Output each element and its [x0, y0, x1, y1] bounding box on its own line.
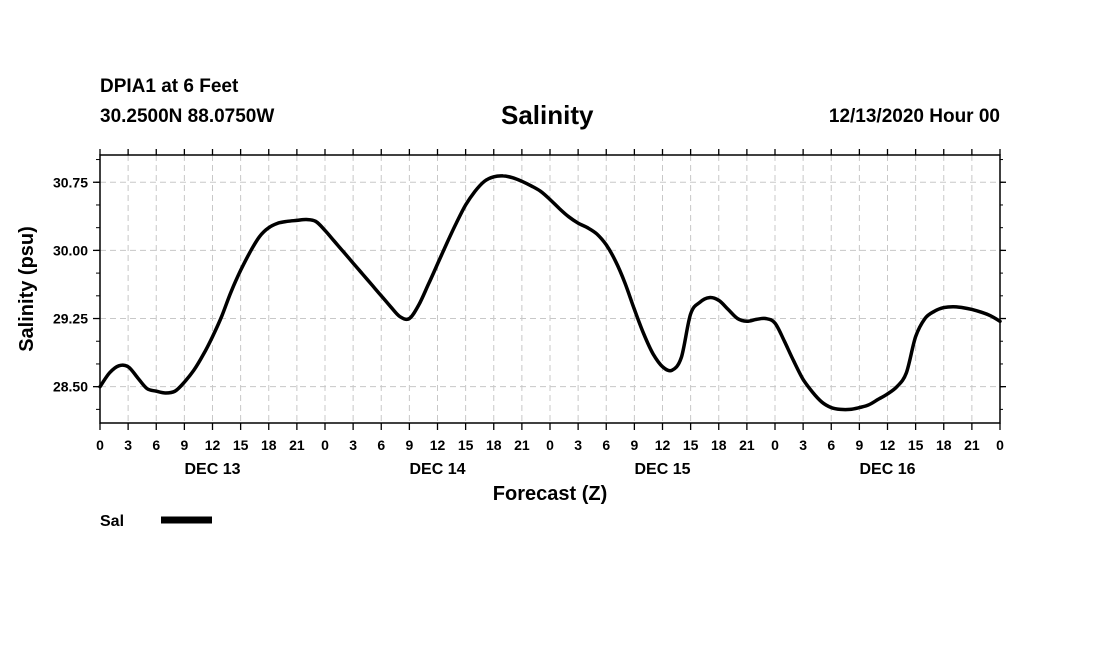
x-axis-ticks: 0 3 6 9 12 15 18 21 0 3 6 9 12 15 18 21 0 3 6 9 12 15 18 21 0 3 6 9…	[96, 149, 1004, 453]
x-tick-label: 18	[486, 437, 502, 453]
x-tick-label: 15	[233, 437, 249, 453]
day-labels: DEC 13 DEC 14 DEC 15 DEC 16	[184, 461, 915, 478]
x-tick-label: 0	[546, 437, 554, 453]
x-tick-label: 21	[964, 437, 980, 453]
x-tick-label: 15	[683, 437, 699, 453]
x-tick-label: 9	[405, 437, 413, 453]
x-tick-label: 18	[711, 437, 727, 453]
x-tick-label: 3	[124, 437, 132, 453]
x-tick-label: 21	[514, 437, 530, 453]
x-axis-label: Forecast (Z)	[493, 483, 607, 505]
x-tick-label: 21	[289, 437, 305, 453]
y-axis-label: Salinity (psu)	[16, 226, 38, 352]
station-label: DPIA1 at 6 Feet	[100, 76, 239, 97]
y-tick-label: 29.25	[53, 311, 88, 327]
x-tick-label: 3	[574, 437, 582, 453]
legend-label: Sal	[100, 513, 124, 530]
y-axis-ticks: 28.50 29.25 30.00 30.75	[53, 174, 1006, 395]
x-tick-label: 6	[377, 437, 385, 453]
x-tick-label: 18	[261, 437, 277, 453]
x-tick-label: 0	[96, 437, 104, 453]
x-tick-label: 12	[205, 437, 221, 453]
x-tick-label: 6	[152, 437, 160, 453]
x-tick-label: 15	[458, 437, 474, 453]
x-tick-label: 18	[936, 437, 952, 453]
plot-frame	[99, 154, 1001, 424]
x-tick-label: 9	[855, 437, 863, 453]
day-label: DEC 16	[859, 461, 915, 478]
x-tick-label: 0	[771, 437, 779, 453]
day-label: DEC 13	[184, 461, 240, 478]
chart-title: Salinity	[501, 100, 594, 130]
x-tick-label: 9	[180, 437, 188, 453]
x-tick-label: 6	[827, 437, 835, 453]
x-tick-label: 0	[321, 437, 329, 453]
x-tick-label: 12	[880, 437, 896, 453]
day-label: DEC 14	[409, 461, 465, 478]
grid-lines	[100, 155, 1000, 423]
x-tick-label: 15	[908, 437, 924, 453]
y-tick-label: 28.50	[53, 379, 88, 395]
day-label: DEC 15	[634, 461, 690, 478]
x-tick-label: 9	[630, 437, 638, 453]
y-tick-label: 30.75	[53, 174, 88, 190]
x-tick-label: 12	[655, 437, 671, 453]
x-tick-label: 12	[430, 437, 446, 453]
coordinates-label: 30.2500N 88.0750W	[100, 106, 275, 127]
x-tick-label: 3	[349, 437, 357, 453]
y-tick-label: 30.00	[53, 242, 88, 258]
forecast-timestamp: 12/13/2020 Hour 00	[828, 106, 1000, 127]
series-line-sal	[98, 174, 1002, 412]
x-tick-label: 6	[602, 437, 610, 453]
x-tick-label: 21	[739, 437, 755, 453]
x-tick-label: 0	[996, 437, 1004, 453]
x-tick-label: 3	[799, 437, 807, 453]
